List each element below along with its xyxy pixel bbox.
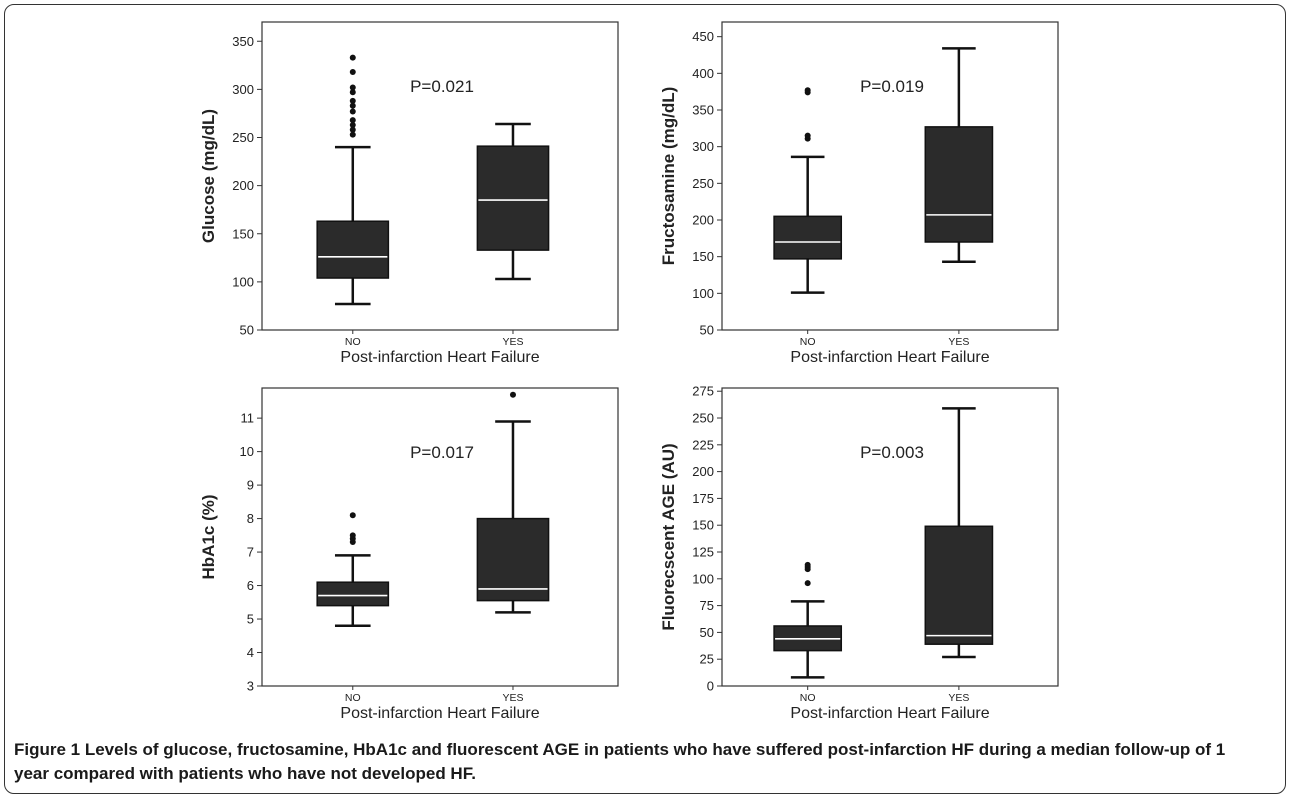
p-value-annotation: P=0.019 <box>860 77 924 96</box>
y-tick-label: 100 <box>692 286 714 301</box>
hba1c-panel: 3 4 5 6 7 8 9 10 11 NO YES Post-infarction Heart Fa… <box>190 378 630 728</box>
outlier-point <box>804 580 811 587</box>
y-tick-label: 25 <box>700 652 714 667</box>
y-tick-label: 250 <box>232 130 254 145</box>
box-iqr <box>924 126 994 243</box>
caption-text: Levels of glucose, fructosamine, HbA1c a… <box>14 740 1226 783</box>
y-axis-label: Fructosamine (mg/dL) <box>659 87 678 266</box>
x-tick-label: NO <box>800 692 816 704</box>
age-chart: 0 25 50 75 100 125 150 175 200 225 250 275 NO YESPost… <box>659 384 1059 722</box>
outlier-point <box>349 121 356 128</box>
outlier-point <box>804 132 811 139</box>
caption-label: Figure 1 <box>14 740 81 759</box>
y-tick-label: 10 <box>240 444 254 459</box>
box-iqr <box>773 215 843 260</box>
figure-frame <box>4 4 1286 794</box>
outlier-point <box>349 532 356 539</box>
plot-area <box>261 21 619 331</box>
outlier-point <box>509 391 516 398</box>
y-tick-label: 50 <box>700 323 714 338</box>
x-tick-label: NO <box>800 336 816 348</box>
outlier-point <box>804 87 811 94</box>
p-value-annotation: P=0.021 <box>410 77 474 96</box>
y-tick-label: 7 <box>247 545 254 560</box>
y-tick-label: 200 <box>692 464 714 479</box>
y-tick-label: 0 <box>707 679 714 694</box>
y-tick-label: 175 <box>692 491 714 506</box>
y-tick-label: 9 <box>247 478 254 493</box>
y-tick-label: 150 <box>692 518 714 533</box>
x-tick-label: YES <box>948 692 969 704</box>
glucose-panel: 50 100 150 200 250 300 350 NO YES Post-infarction… <box>190 12 630 372</box>
y-tick-label: 4 <box>247 645 254 660</box>
box-iqr <box>476 517 550 602</box>
p-value-annotation: P=0.003 <box>860 443 924 462</box>
y-tick-label: 125 <box>692 545 714 560</box>
y-tick-label: 250 <box>692 176 714 191</box>
outlier-point <box>349 108 356 115</box>
box-iqr <box>316 220 390 279</box>
y-tick-label: 50 <box>700 625 714 640</box>
y-tick-label: 200 <box>232 178 254 193</box>
y-tick-label: 11 <box>241 411 255 426</box>
plot-area <box>721 387 1059 687</box>
y-tick-label: 350 <box>692 103 714 118</box>
glucose-chart: 50 100 150 200 250 300 350 NO YESPost-infarction… <box>199 21 619 366</box>
outlier-point <box>349 117 356 124</box>
outlier-point <box>349 131 356 138</box>
fructosamine-chart: 50 100 150 200 250 300 350 400 450 NO YESPost-infa… <box>659 21 1059 366</box>
y-tick-label: 150 <box>232 226 254 241</box>
x-tick-label: YES <box>502 336 523 348</box>
p-value-annotation: P=0.017 <box>410 443 474 462</box>
outlier-point <box>804 561 811 568</box>
y-tick-label: 300 <box>692 139 714 154</box>
outlier-point <box>349 84 356 91</box>
outlier-point <box>349 97 356 104</box>
y-tick-label: 275 <box>692 384 714 399</box>
y-tick-label: 3 <box>247 679 254 694</box>
y-tick-label: 8 <box>247 511 254 526</box>
plot-area <box>721 21 1059 331</box>
y-tick-label: 50 <box>240 323 254 338</box>
y-tick-label: 100 <box>232 274 254 289</box>
y-tick-label: 200 <box>692 213 714 228</box>
y-axis-label: Fluorecscent AGE (AU) <box>659 443 678 630</box>
y-tick-label: 300 <box>232 82 254 97</box>
y-tick-label: 400 <box>692 66 714 81</box>
figure-caption: Figure 1 Levels of glucose, fructosamine… <box>14 738 1264 786</box>
age-panel: 0 25 50 75 100 125 150 175 200 225 250 275 NO YES Post… <box>650 378 1070 728</box>
y-tick-label: 6 <box>247 578 254 593</box>
y-tick-label: 75 <box>700 598 714 613</box>
y-tick-label: 450 <box>692 29 714 44</box>
y-tick-label: 350 <box>232 34 254 49</box>
x-axis-label: Post-infarction Heart Failure <box>790 349 989 366</box>
outlier-point <box>349 69 356 76</box>
y-tick-label: 150 <box>692 249 714 264</box>
y-tick-label: 225 <box>692 437 714 452</box>
outlier-point <box>349 126 356 133</box>
outlier-point <box>349 102 356 109</box>
outlier-point <box>349 512 356 519</box>
x-tick-label: NO <box>345 336 361 348</box>
plot-area <box>261 387 619 687</box>
box-iqr <box>316 581 390 607</box>
x-tick-label: YES <box>502 692 523 704</box>
y-axis-label: Glucose (mg/dL) <box>199 109 218 243</box>
box-iqr <box>924 525 994 645</box>
x-tick-label: YES <box>948 336 969 348</box>
outlier-point <box>349 89 356 96</box>
y-axis-label: HbA1c (%) <box>199 494 218 579</box>
fructosamine-panel: 50 100 150 200 250 300 350 400 450 NO YES Post-infa… <box>650 12 1070 372</box>
y-tick-label: 5 <box>247 612 254 627</box>
x-axis-label: Post-infarction Heart Failure <box>340 349 539 366</box>
x-axis-label: Post-infarction Heart Failure <box>790 705 989 722</box>
x-axis-label: Post-infarction Heart Failure <box>340 705 539 722</box>
outlier-point <box>349 54 356 61</box>
y-tick-label: 250 <box>692 411 714 426</box>
y-tick-label: 100 <box>692 571 714 586</box>
x-tick-label: NO <box>345 692 361 704</box>
box-iqr <box>476 145 550 251</box>
